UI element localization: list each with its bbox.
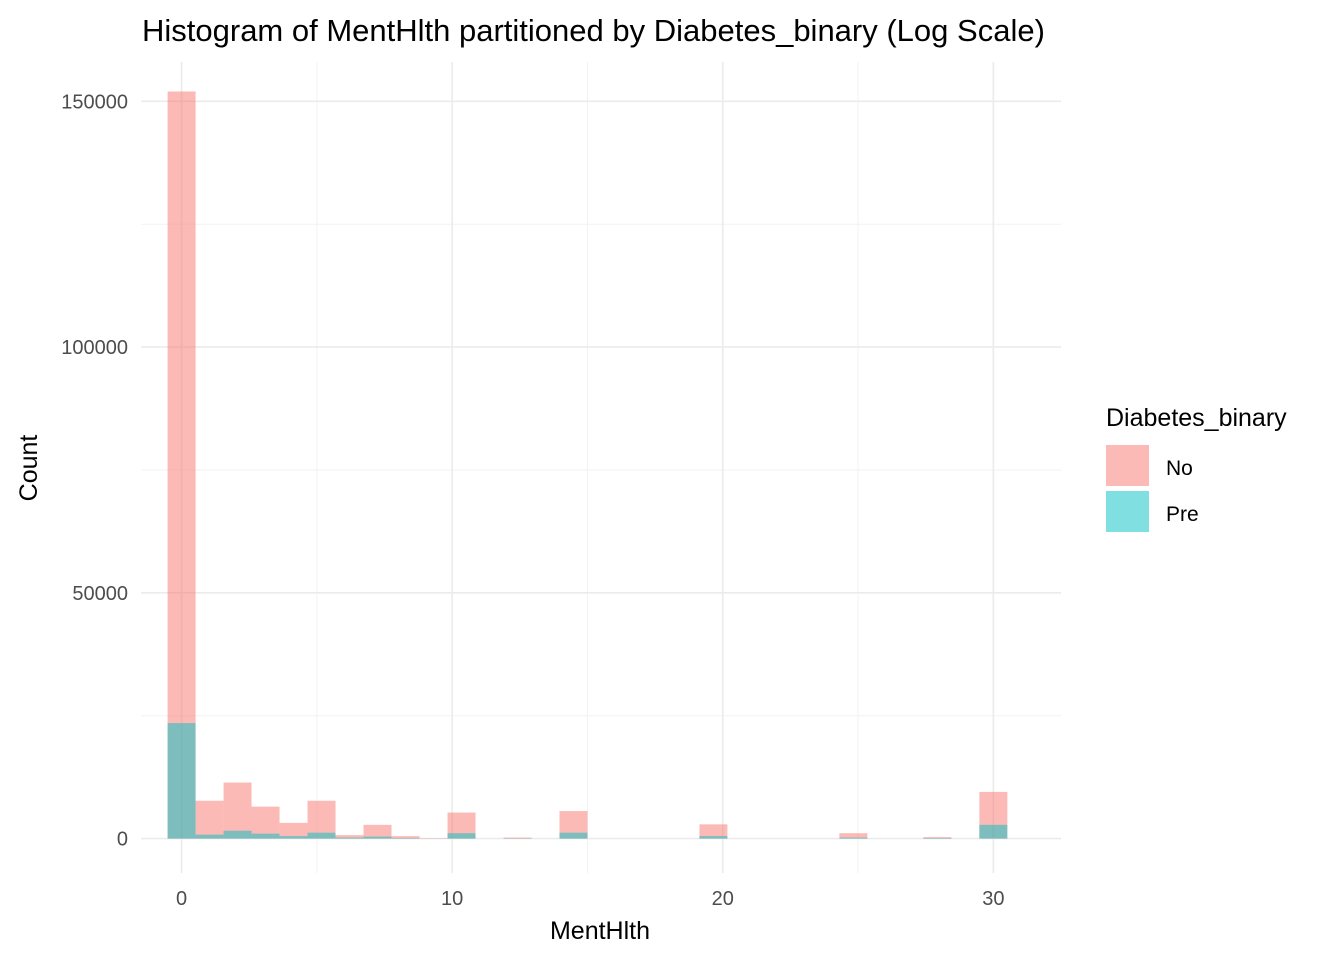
bar-pre-19 <box>699 836 728 839</box>
bar-no-12 <box>503 837 532 839</box>
tick-labels: 0 10 20 30 0 50000 100000 150000 <box>61 91 1004 910</box>
bar-pre-24 <box>839 837 868 839</box>
legend-label-pre: Pre <box>1166 503 1199 526</box>
x-axis-label: MentHlth <box>550 917 650 945</box>
bar-pre-10 <box>447 833 476 839</box>
grid-layer <box>141 62 1061 873</box>
legend: Diabetes_binary No Pre <box>1106 404 1287 532</box>
legend-title: Diabetes_binary <box>1106 404 1287 432</box>
x-tick-label: 30 <box>982 888 1004 910</box>
legend-label-no: No <box>1166 457 1193 480</box>
y-tick-label: 50000 <box>72 583 128 605</box>
x-tick-label: 0 <box>176 888 187 910</box>
bar-no-4 <box>279 822 308 839</box>
y-tick-label: 0 <box>117 829 128 851</box>
bar-no-6 <box>335 835 364 839</box>
bars-layer <box>167 91 1008 839</box>
x-tick-label: 20 <box>712 888 734 910</box>
legend-swatch-pre <box>1106 491 1149 532</box>
x-tick-label: 10 <box>441 888 463 910</box>
bar-no-7 <box>363 824 392 839</box>
bar-no-3 <box>251 806 280 839</box>
bar-pre-6 <box>335 837 364 839</box>
bar-pre-2 <box>223 830 252 839</box>
bar-pre-3 <box>251 833 280 839</box>
bar-no-1 <box>195 800 224 839</box>
bar-pre-7 <box>363 836 392 839</box>
bar-no-8 <box>391 836 420 839</box>
bar-pre-29 <box>979 824 1008 839</box>
bar-pre-5 <box>307 832 336 839</box>
bar-pre-14 <box>559 832 588 839</box>
bar-no-2 <box>223 782 252 839</box>
bar-pre-1 <box>195 834 224 839</box>
bar-no-5 <box>307 800 336 839</box>
y-tick-label: 150000 <box>61 91 128 113</box>
bar-pre-0 <box>167 723 196 839</box>
bar-no-24 <box>839 833 868 839</box>
bar-pre-4 <box>279 836 308 839</box>
y-tick-label: 100000 <box>61 337 128 359</box>
legend-swatch-no <box>1106 445 1149 486</box>
bar-no-19 <box>699 824 728 839</box>
chart-title: Histogram of MentHlth partitioned by Dia… <box>142 13 1045 48</box>
y-axis-label: Count <box>15 435 43 502</box>
bar-no-27 <box>923 837 952 839</box>
bar-no-0 <box>167 91 196 839</box>
